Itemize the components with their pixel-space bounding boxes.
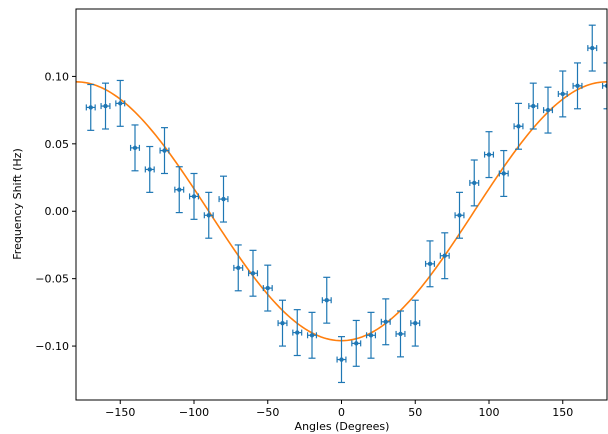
plot-area <box>75 8 608 401</box>
point-marker <box>427 261 433 267</box>
data-point <box>498 149 509 198</box>
data-point <box>601 62 607 110</box>
data-point <box>115 79 126 127</box>
x-tick-label: −50 <box>256 406 279 419</box>
data-point <box>233 244 244 292</box>
point-marker <box>88 105 93 110</box>
point-marker <box>575 83 580 89</box>
x-tick-label: 50 <box>408 406 422 419</box>
point-marker <box>457 213 462 218</box>
y-tick-label: 0.10 <box>45 70 70 83</box>
data-point <box>277 299 288 347</box>
fit-line <box>76 81 607 342</box>
data-point <box>144 145 155 193</box>
point-marker <box>162 148 167 153</box>
point-marker <box>221 196 226 202</box>
point-marker <box>560 91 565 97</box>
data-point <box>513 102 524 150</box>
data-point <box>572 62 583 110</box>
point-marker <box>501 171 506 176</box>
data-point <box>336 336 347 384</box>
data-point <box>424 240 436 288</box>
point-marker <box>177 187 182 192</box>
point-marker <box>604 83 607 89</box>
x-axis-label: Angles (Degrees) <box>295 420 390 433</box>
data-point <box>469 159 480 207</box>
data-point <box>306 311 318 359</box>
data-point <box>410 299 421 347</box>
data-point <box>365 311 377 359</box>
data-point <box>129 124 141 172</box>
point-marker <box>398 331 403 337</box>
data-point <box>483 131 495 179</box>
point-marker <box>191 194 197 199</box>
x-tick-label: 0 <box>338 406 345 419</box>
point-marker <box>472 180 477 186</box>
data-point <box>247 249 259 297</box>
data-point <box>85 83 96 131</box>
point-marker <box>265 285 270 291</box>
x-tick-label: −100 <box>179 406 209 419</box>
data-point <box>380 298 391 346</box>
y-tick-label: −0.05 <box>35 273 69 286</box>
point-marker <box>147 167 152 172</box>
y-axis-label: Frequency Shift (Hz) <box>11 148 24 259</box>
x-tick-label: 100 <box>479 406 500 419</box>
data-point <box>292 309 303 357</box>
data-point <box>100 82 111 130</box>
y-tick-label: 0.00 <box>45 205 70 218</box>
data-layer <box>76 24 607 384</box>
point-marker <box>324 298 329 303</box>
data-point <box>188 172 200 220</box>
data-point <box>557 70 568 118</box>
point-marker <box>368 333 374 338</box>
y-tick-label: 0.05 <box>45 138 70 151</box>
data-point <box>454 191 465 239</box>
point-marker <box>590 45 595 51</box>
data-point <box>159 127 170 175</box>
point-marker <box>516 124 521 129</box>
x-tick-label: 150 <box>552 406 573 419</box>
data-point <box>351 319 362 367</box>
point-marker <box>486 152 492 157</box>
x-tick-label: −150 <box>105 406 135 419</box>
point-marker <box>442 253 447 258</box>
point-marker <box>132 145 138 151</box>
point-marker <box>545 107 551 113</box>
axis-ticks: −150 −100 −50 0 50 100 150 −0.10 −0.05 0.00 0.05 0.… <box>35 70 573 419</box>
point-marker <box>250 271 256 276</box>
point-marker <box>339 357 344 362</box>
data-point <box>203 191 214 239</box>
data-point <box>528 82 539 130</box>
point-marker <box>309 333 315 338</box>
data-point <box>587 24 598 72</box>
point-marker <box>295 330 300 335</box>
point-marker <box>413 320 418 326</box>
point-marker <box>118 101 123 106</box>
point-marker <box>206 213 211 218</box>
data-point <box>262 264 273 312</box>
point-marker <box>531 103 536 109</box>
data-point <box>395 310 406 358</box>
data-point <box>174 166 185 214</box>
point-marker <box>103 103 108 109</box>
data-point <box>439 232 450 280</box>
data-point <box>542 86 554 134</box>
data-point <box>321 276 332 324</box>
y-tick-label: −0.10 <box>35 340 69 353</box>
point-marker <box>354 341 359 346</box>
point-marker <box>280 320 285 326</box>
data-point <box>218 175 229 223</box>
point-marker <box>236 265 241 271</box>
point-marker <box>383 319 388 324</box>
